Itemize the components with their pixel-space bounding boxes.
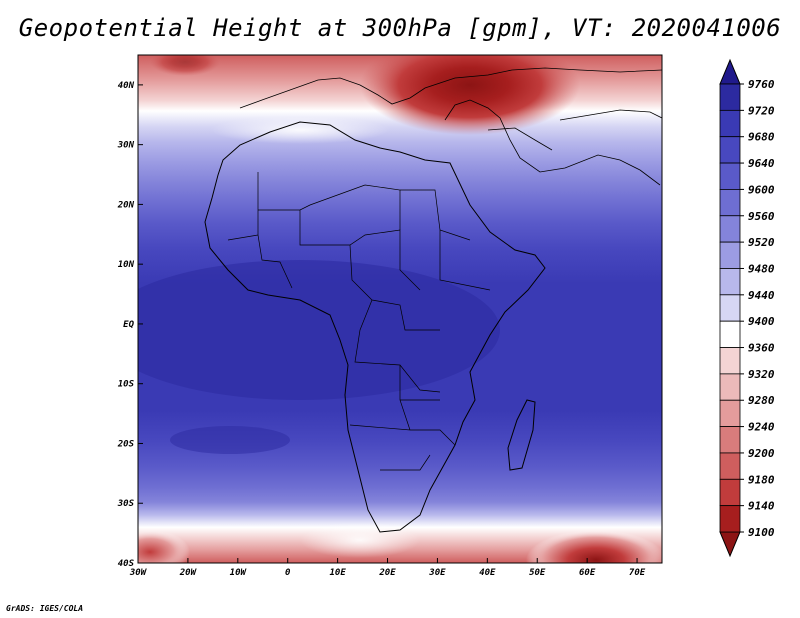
colorbar-swatch [719,320,741,348]
colorbar-label: 9280 [748,394,775,407]
colorbar-swatch [719,162,741,190]
colorbar-swatch [719,268,741,296]
longitude-axis: 30W 20W 10W 0 10E 20E 30E 40E 50E 60E 70E [129,558,646,578]
colorbar-swatch [719,399,741,427]
lat-tick-label: 10N [118,260,135,270]
colorbar-label: 9560 [748,210,775,223]
colorbar-label: 9480 [748,262,775,275]
lon-tick-label: 60E [579,568,596,578]
africa-coastline [204,121,546,533]
colorbar-label: 9760 [748,78,775,91]
colorbar-label: 9240 [748,421,775,434]
colorbar-label: 9140 [748,500,775,513]
lon-tick-label: 40E [479,568,496,578]
colorbar-label: 9320 [748,368,775,381]
lon-tick-label: 20E [378,568,396,578]
colorbar-swatch [719,373,741,401]
lon-tick-label: 0 [285,568,291,578]
lat-tick-label: 10S [118,380,135,390]
colorbar-label: 9520 [748,236,775,249]
lon-tick-label: 10E [329,568,346,578]
colorbar-label: 9640 [748,157,775,170]
map-frame [137,54,663,564]
country-borders [227,172,491,471]
colorbar-label: 9100 [748,526,775,539]
colorbar-label: 9440 [748,289,775,302]
lat-tick-label: 30N [117,141,135,151]
lat-tick-label: 20S [117,439,135,449]
colorbar-swatch [719,136,741,164]
lat-tick-label: EQ [123,320,134,330]
colorbar-label: 9720 [748,104,775,117]
footer-credit: GrADS: IGES/COLA [6,604,84,613]
lon-tick-label: 30E [428,568,446,578]
colorbar-label: 9600 [748,183,775,196]
lat-tick-label: 20N [117,200,135,210]
colorbar-label: 9400 [748,315,775,328]
lon-tick-label: 10W [230,568,248,578]
colorbar-swatch [719,215,741,243]
colorbar-swatch [719,478,741,507]
colorbar-label: 9200 [748,447,775,460]
map-title: Geopotential Height at 300hPa [gpm], VT:… [18,14,782,42]
lon-tick-label: 50E [529,568,546,578]
colorbar-swatch [719,83,741,111]
colorbar-swatch [719,294,741,322]
lon-tick-label: 30W [129,568,148,578]
colorbar-swatch [719,189,741,217]
colorbar-label: 9180 [748,473,775,486]
colorbar-swatch [719,109,741,138]
colorbar-label: 9360 [748,342,775,355]
colorbar-swatch [719,347,741,375]
latitude-axis: 40N 30N 20N 10N EQ 10S 20S 30S 40S [117,81,143,569]
colorbar-swatch [719,505,741,533]
lon-tick-label: 20W [179,568,198,578]
height-field [138,55,662,563]
lat-tick-label: 30S [117,499,135,509]
colorbar-bottom-arrow [719,531,741,558]
colorbar-swatch [719,426,741,454]
europe-asia-coastline [239,67,662,186]
lat-tick-label: 40S [118,559,135,569]
colorbar-top-arrow [719,58,741,85]
colorbar: 9760 9720 9680 9640 9600 9560 9520 9480 9440 9400… [719,58,775,558]
colorbar-swatch [719,241,741,269]
colorbar-label: 9680 [748,131,775,144]
lat-tick-label: 40N [118,81,135,91]
colorbar-swatch [719,452,741,480]
lon-tick-label: 70E [629,568,646,578]
